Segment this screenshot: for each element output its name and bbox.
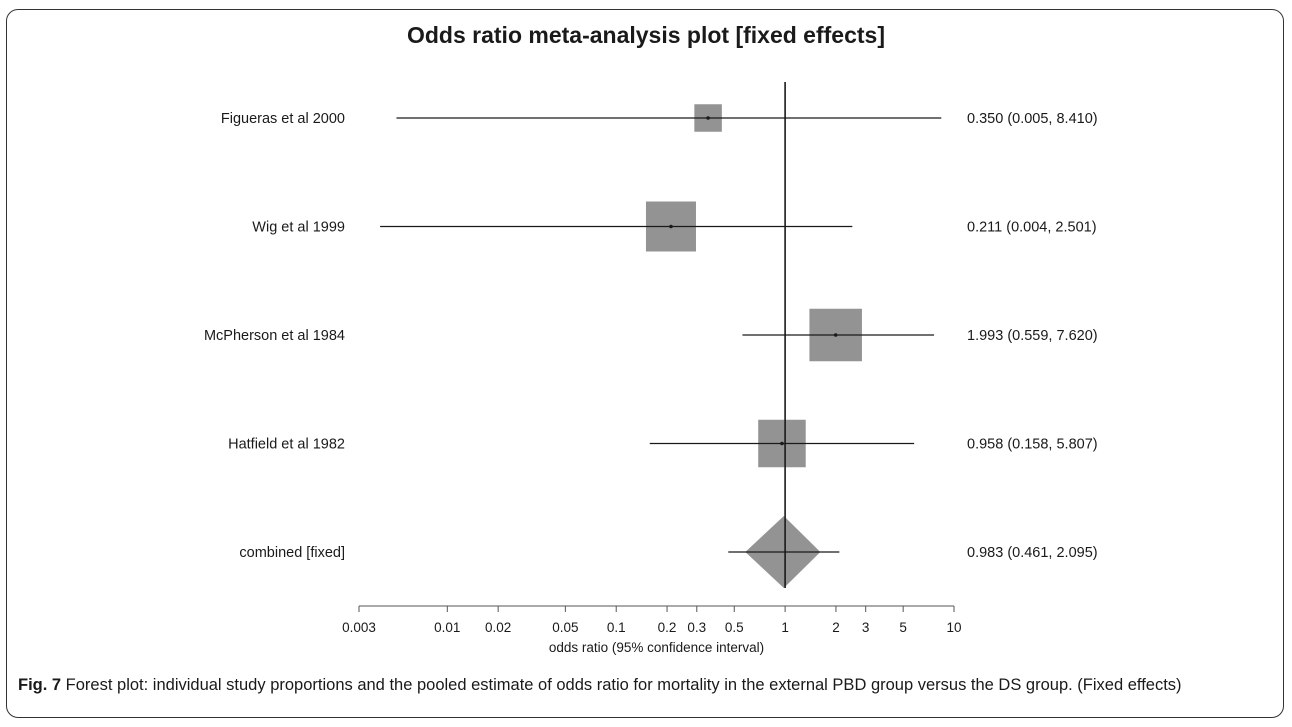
point-estimate [669, 224, 673, 229]
point-estimate [833, 333, 838, 337]
x-axis-tick-label: 3 [862, 620, 870, 635]
study-estimate-label: 0.211 (0.004, 2.501) [967, 220, 1097, 236]
figure-label: Fig. 7 [18, 676, 62, 694]
study-name: McPherson et al 1984 [204, 328, 345, 344]
x-axis-tick-label: 0.05 [552, 620, 578, 635]
study-name: Hatfield et al 1982 [228, 437, 345, 453]
study-name: Wig et al 1999 [252, 220, 345, 236]
caption-text: Forest plot: individual study proportion… [61, 676, 1182, 694]
x-axis-tick-label: 0.3 [687, 620, 706, 635]
x-axis-tick-label: 10 [946, 620, 961, 635]
study-estimate-label: 0.958 (0.158, 5.807) [967, 437, 1098, 453]
figure-frame [6, 9, 1284, 718]
point-estimate [706, 116, 710, 120]
x-axis-tick-label: 0.2 [658, 620, 677, 635]
combined-estimate-label: 0.983 (0.461, 2.095) [967, 545, 1098, 561]
x-axis-tick-label: 0.01 [434, 620, 460, 635]
x-axis-tick-label: 0.02 [485, 620, 511, 635]
x-axis-tick-label: 1 [781, 620, 789, 635]
study-estimate-label: 0.350 (0.005, 8.410) [967, 111, 1098, 127]
figure-caption: Fig. 7 Forest plot: individual study pro… [18, 673, 1273, 698]
x-axis-tick-label: 2 [832, 620, 840, 635]
combined-name: combined [fixed] [239, 545, 345, 561]
point-estimate [780, 441, 784, 446]
study-name: Figueras et al 2000 [221, 111, 345, 127]
x-axis-tick-label: 5 [899, 620, 907, 635]
study-estimate-label: 1.993 (0.559, 7.620) [967, 328, 1098, 344]
x-axis-tick-label: 0.1 [607, 620, 626, 635]
x-axis-label: odds ratio (95% confidence interval) [549, 640, 764, 655]
x-axis-tick-label: 0.5 [725, 620, 744, 635]
chart-title: Odds ratio meta-analysis plot [fixed eff… [406, 22, 885, 48]
x-axis-tick-label: 0.003 [342, 620, 376, 635]
